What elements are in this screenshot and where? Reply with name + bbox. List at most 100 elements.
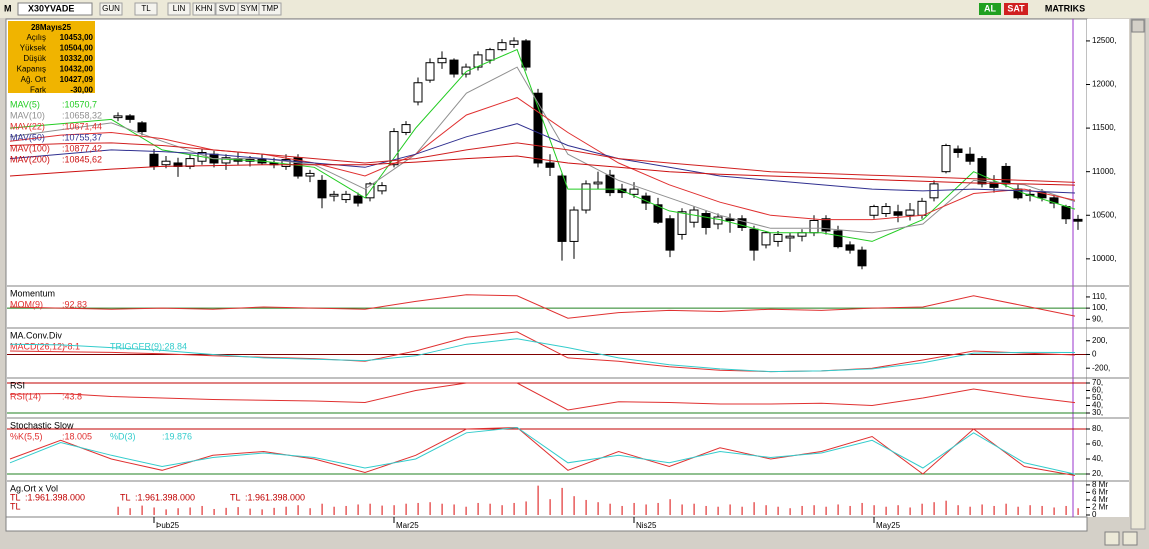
volume-bar <box>1029 505 1031 515</box>
candle-body <box>497 42 507 51</box>
candle-body <box>137 122 147 133</box>
legend-name: MACD(26,12) <box>10 341 65 351</box>
candle-body <box>941 145 951 173</box>
candle-body <box>713 216 723 225</box>
scrollbar[interactable] <box>1130 18 1146 530</box>
sell-button[interactable] <box>1004 3 1028 15</box>
legend-value: :10845,62 <box>62 154 102 164</box>
y-tick-label: 200, <box>1092 336 1108 345</box>
volume-bar <box>201 505 203 515</box>
y-tick-label: 11000, <box>1092 167 1116 176</box>
volume-bar <box>609 503 611 515</box>
legend-name: MAV(100) <box>10 143 50 153</box>
candle-body <box>821 218 831 232</box>
toolbar-button[interactable] <box>258 2 282 16</box>
legend-value: :10755,37 <box>62 132 102 142</box>
symbol-box[interactable] <box>17 2 93 16</box>
indicator-line <box>9 426 1076 475</box>
candle-body <box>869 206 879 216</box>
volume-bar <box>933 502 935 515</box>
volume-bar <box>729 504 731 515</box>
volume-bar <box>621 505 623 515</box>
legend-name: MAV(5) <box>10 99 40 109</box>
candle-body <box>737 218 747 228</box>
info-label: Açılış <box>26 33 46 42</box>
candle-body <box>749 228 759 251</box>
indicator-line <box>9 123 1076 194</box>
legend-value: :19.876 <box>162 431 192 441</box>
x-tick-label: Nis25 <box>636 521 657 530</box>
toolbar-button[interactable] <box>134 2 158 16</box>
candle-body <box>893 211 903 216</box>
candle-body <box>905 209 915 216</box>
axis-bg <box>1087 19 1129 517</box>
info-date: 28Mayıs25 <box>31 23 72 32</box>
candle-body <box>917 200 927 216</box>
buy-button[interactable] <box>979 3 1001 15</box>
panel-title: RSI <box>10 380 25 390</box>
volume-bar <box>765 505 767 515</box>
y-tick-label: 12500, <box>1092 36 1116 45</box>
candle-body <box>845 244 855 251</box>
x-tick-label: Mar25 <box>396 521 419 530</box>
y-tick-label: 11500, <box>1092 123 1116 132</box>
toolbar-button[interactable] <box>192 2 216 16</box>
indicator-line <box>9 294 1076 319</box>
candle-body <box>521 40 531 68</box>
candle-body <box>221 157 231 164</box>
y-tick-label: 70, <box>1092 378 1103 387</box>
candle-body <box>581 183 591 211</box>
legend-value: :28.84 <box>162 341 187 351</box>
volume-bar <box>213 508 215 515</box>
info-value: -30,00 <box>70 86 93 95</box>
candle-body <box>881 206 891 215</box>
legend-name: %D(3) <box>110 431 136 441</box>
refresh-button[interactable] <box>1104 531 1120 546</box>
indicator-line <box>9 97 1076 221</box>
info-label: Yüksek <box>20 44 47 53</box>
volume-bar <box>561 487 563 515</box>
volume-bar <box>417 502 419 515</box>
y-tick-label: 0 <box>1092 510 1097 519</box>
toolbar-button[interactable] <box>167 2 191 16</box>
y-tick-label: 12000, <box>1092 80 1116 89</box>
panel-title: Stochastic Slow <box>10 420 74 430</box>
volume-bar <box>189 507 191 515</box>
y-tick-label: 40, <box>1092 454 1103 463</box>
candle-body <box>317 179 327 199</box>
volume-bar <box>165 509 167 515</box>
indicator-line <box>9 142 1076 183</box>
volume-bar <box>261 509 263 515</box>
volume-bar <box>573 496 575 515</box>
settings-button[interactable] <box>1122 531 1138 546</box>
volume-bar <box>297 505 299 515</box>
indicator-line <box>9 155 1076 186</box>
candle-body <box>533 92 543 164</box>
candle-body <box>785 235 795 239</box>
candle-body <box>401 124 411 133</box>
unit-label: TL <box>10 501 21 511</box>
indicator-line <box>9 331 1076 373</box>
volume-bar <box>1017 506 1019 515</box>
volume-bar <box>441 503 443 515</box>
candle-body <box>485 49 495 61</box>
volume-bar <box>177 508 179 515</box>
y-tick-label: 30, <box>1092 408 1103 417</box>
legend-name: TL <box>230 492 241 502</box>
volume-bar <box>969 506 971 515</box>
volume-bar <box>777 506 779 515</box>
scroll-up[interactable] <box>1131 19 1145 33</box>
volume-bar <box>957 505 959 515</box>
info-label: Kapanış <box>17 65 46 74</box>
legend-value: :1.961.398.000 <box>135 492 195 502</box>
toolbar-button[interactable] <box>99 2 123 16</box>
candle-body <box>305 172 315 177</box>
legend-value: :18.005 <box>62 431 92 441</box>
volume-bar <box>393 505 395 515</box>
volume-bar <box>129 508 131 515</box>
y-tick-label: 10000, <box>1092 254 1116 263</box>
candle-body <box>953 148 963 153</box>
candle-body <box>605 174 615 194</box>
candle-body <box>413 82 423 103</box>
volume-bar <box>537 485 539 515</box>
